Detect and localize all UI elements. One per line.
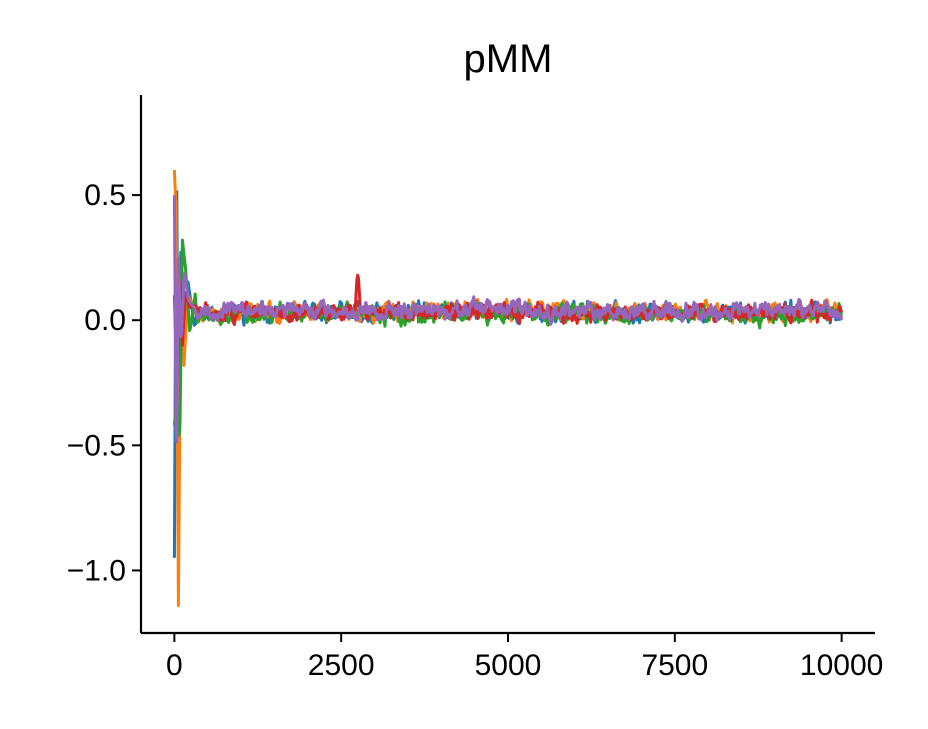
chart-title: pMM — [464, 37, 553, 81]
ticks-layer: 0 2500 5000 7500 10000 0.5 0.0 −0.5 −1.0 — [67, 179, 884, 682]
series-line-3 — [172, 238, 843, 437]
x-tick-label: 2500 — [308, 649, 375, 682]
x-tick-label: 10000 — [800, 649, 883, 682]
series-line-1 — [172, 190, 843, 558]
y-tick-label: −0.5 — [67, 429, 126, 462]
series-line-5 — [172, 195, 843, 444]
x-tick-label: 0 — [166, 649, 183, 682]
y-tick-label: 0.0 — [84, 304, 126, 337]
y-tick-label: −1.0 — [67, 554, 126, 587]
x-tick-label: 7500 — [641, 649, 708, 682]
axes-layer — [139, 95, 875, 635]
y-tick-label: 0.5 — [84, 179, 126, 212]
x-tick-label: 5000 — [475, 649, 542, 682]
series-layer — [172, 170, 843, 607]
series-line-4 — [172, 273, 843, 387]
series-line-2 — [172, 170, 843, 607]
